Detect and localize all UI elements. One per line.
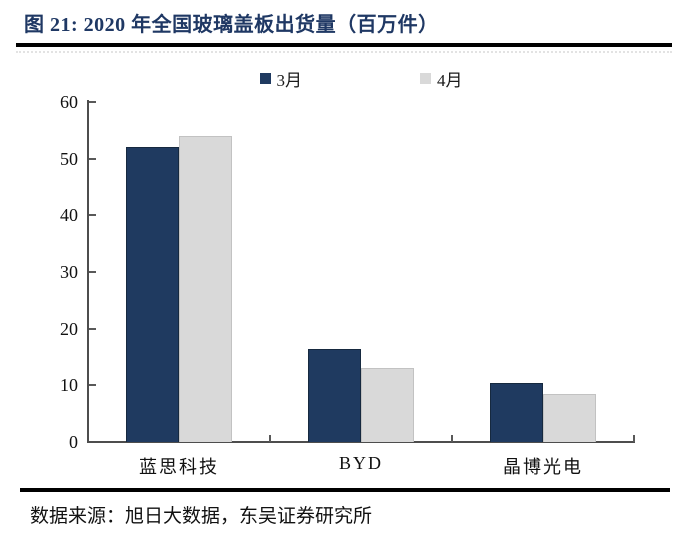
y-axis-tick-mark: [89, 101, 96, 103]
y-axis-tick-mark: [89, 271, 96, 273]
bar-4月-蓝思科技: [179, 136, 232, 442]
legend-item-4月: 4月: [420, 66, 463, 91]
x-axis-tick-mark: [451, 435, 453, 442]
data-source-caption: 数据来源：旭日大数据，东吴证券研究所: [30, 506, 373, 527]
y-axis-tick-mark: [89, 157, 96, 160]
y-axis-tick-label: 0: [69, 432, 78, 452]
y-axis-tick-label: 50: [60, 148, 78, 169]
x-axis-line: [87, 441, 635, 443]
figure-title: 图 21: 2020 年全国玻璃盖板出货量（百万件）: [24, 14, 439, 36]
title-divider-dotted: [16, 51, 672, 53]
title-divider-rule: [16, 43, 672, 47]
y-axis-tick-mark: [89, 214, 96, 217]
x-axis-category-label: BYD: [338, 453, 383, 473]
x-axis-tick-mark: [633, 435, 635, 442]
x-axis-category-label: 蓝思科技: [139, 457, 219, 477]
bar-3月-BYD: [308, 348, 361, 442]
legend-swatch-icon: [420, 73, 431, 84]
legend-item-3月: 3月: [259, 66, 303, 91]
y-axis-tick-label: 60: [60, 92, 78, 112]
x-axis-category-label: 晶博光电: [503, 457, 583, 477]
source-divider-rule: [20, 488, 670, 492]
bar-4月-晶博光电: [543, 393, 596, 442]
x-axis-tick-mark: [269, 435, 271, 442]
legend-label: 3月: [276, 71, 303, 90]
y-axis-tick-mark: [89, 384, 96, 387]
legend-swatch-icon: [259, 73, 271, 84]
y-axis-tick-label: 10: [60, 375, 78, 396]
y-axis-tick-label: 30: [60, 262, 78, 282]
bar-3月-蓝思科技: [126, 147, 179, 442]
y-axis-tick-mark: [89, 327, 96, 330]
y-axis-tick-label: 20: [60, 318, 78, 339]
chart-legend: 3月 4月: [88, 66, 634, 91]
y-axis-tick-label: 40: [60, 205, 78, 226]
legend-label: 4月: [437, 71, 463, 90]
bar-3月-晶博光电: [490, 382, 543, 442]
bar-4月-BYD: [361, 368, 414, 442]
y-axis-line: [87, 100, 89, 443]
